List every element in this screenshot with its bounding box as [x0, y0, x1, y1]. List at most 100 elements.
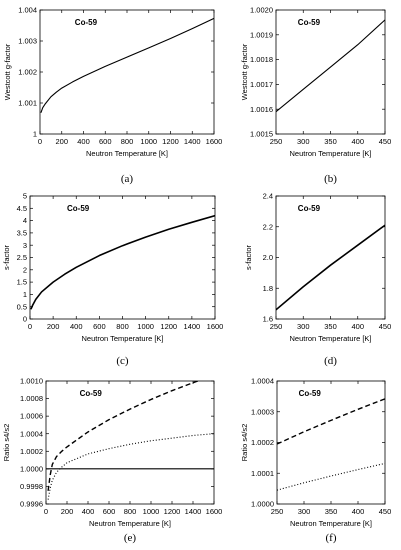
y-tick-label: 0.9998	[20, 482, 43, 491]
y-axis-label: Westcott g-factor	[240, 43, 249, 100]
y-tick-label: 1	[23, 290, 27, 299]
y-tick-label: 1.0004	[20, 429, 43, 438]
y-tick-label: 1.0020	[250, 6, 273, 15]
y-tick-label: 1.0004	[251, 377, 274, 386]
y-tick-label: 3.5	[17, 229, 27, 238]
isotope-annotation: Co-59	[299, 389, 322, 398]
panel-caption: (a)	[121, 173, 134, 185]
y-tick-label: 1.0010	[20, 377, 43, 386]
y-tick-label: 1.003	[18, 37, 37, 46]
plot-frame	[29, 195, 216, 320]
panel-caption: (e)	[124, 532, 137, 544]
plot-frame	[39, 9, 215, 135]
x-tick-label: 450	[379, 137, 392, 146]
x-axis-label: Neutron Temperature [K]	[290, 519, 372, 528]
x-tick-label: 400	[82, 507, 95, 516]
panel-caption: (b)	[324, 173, 337, 185]
series-line-solid	[276, 19, 385, 113]
x-tick-label: 200	[47, 322, 60, 331]
y-tick-label: 2.5	[17, 253, 27, 262]
y-tick-label: 1.0000	[20, 464, 43, 473]
y-tick-label: 2.0	[263, 253, 273, 262]
isotope-annotation: Co-59	[67, 204, 90, 213]
isotope-annotation: Co-59	[80, 389, 103, 398]
x-axis-label: Neutron Temperature [K]	[290, 334, 372, 343]
x-tick-label: 800	[124, 507, 137, 516]
x-tick-label: 1400	[185, 507, 202, 516]
x-tick-label: 250	[271, 507, 284, 516]
series-line-solid	[276, 224, 385, 311]
y-tick-label: 1.002	[18, 68, 37, 77]
x-tick-label: 200	[55, 137, 68, 146]
x-tick-label: 0	[44, 507, 48, 516]
panel-caption: (f)	[326, 532, 337, 544]
x-tick-label: 400	[352, 507, 365, 516]
series-line-dotted	[277, 462, 385, 491]
x-tick-label: 350	[324, 322, 337, 331]
x-tick-label: 1400	[184, 322, 201, 331]
y-tick-label: 1.0015	[250, 130, 273, 139]
y-tick-label: 1.0002	[20, 447, 43, 456]
isotope-annotation: Co-59	[298, 18, 321, 27]
plot-frame	[45, 380, 215, 505]
y-axis-label: s-factor	[2, 245, 11, 271]
x-tick-label: 300	[297, 137, 310, 146]
y-tick-label: 1.0018	[250, 55, 273, 64]
x-tick-label: 800	[121, 137, 134, 146]
y-tick-label: 0.9996	[20, 500, 43, 509]
panel-e: 0 200 400 600 800 1000 1200 1400 1600 0.9996 0.999…	[2, 377, 222, 544]
x-tick-label: 250	[270, 322, 283, 331]
panel-f: 250 300 350 400 450 1.0000 1.0001 1.0002 1.0003 1…	[240, 377, 391, 544]
x-tick-label: 600	[93, 322, 106, 331]
y-tick-label: 1.0017	[250, 80, 273, 89]
series-line-solid	[30, 214, 215, 310]
series-line-dashed	[277, 398, 385, 445]
y-tick-label: 1.0003	[251, 407, 274, 416]
x-tick-label: 0	[38, 137, 42, 146]
panel-d: 250 300 350 400 450 1.6 1.8 2.0 2.2 2.4 Neutron Te…	[244, 192, 391, 367]
x-tick-label: 450	[379, 322, 392, 331]
y-tick-label: 3	[23, 241, 27, 250]
series-line-solid	[40, 17, 214, 113]
y-tick-label: 0	[23, 315, 27, 324]
panel-b: 250 300 350 400 450 1.0015 1.0016 1.0017 1.0018 1…	[240, 6, 391, 185]
x-tick-label: 1200	[160, 322, 177, 331]
x-tick-label: 350	[325, 507, 338, 516]
y-axis-label: s-factor	[244, 245, 253, 271]
x-tick-label: 1600	[206, 137, 223, 146]
x-tick-label: 400	[351, 322, 364, 331]
x-tick-label: 400	[70, 322, 83, 331]
y-tick-label: 1.6	[263, 315, 273, 324]
x-tick-label: 400	[77, 137, 90, 146]
y-tick-label: 1.0006	[20, 412, 43, 421]
x-tick-label: 400	[351, 137, 364, 146]
y-tick-label: 1	[33, 130, 37, 139]
y-tick-label: 5	[23, 192, 27, 201]
x-tick-label: 1000	[140, 137, 157, 146]
y-axis-label: Ratio s4/s2	[240, 424, 249, 462]
x-tick-label: 1000	[143, 507, 160, 516]
plot-frame	[275, 195, 386, 320]
series-line-dotted	[47, 433, 214, 500]
panel-c: 0 200 400 600 800 1000 1200 1400 1600 0 0.5 1 1.5 2 2.…	[2, 192, 223, 367]
x-tick-label: 600	[99, 137, 112, 146]
plot-frame	[275, 9, 386, 135]
y-tick-label: 1.5	[17, 278, 27, 287]
y-axis-label: Westcott g-factor	[3, 43, 12, 100]
x-tick-label: 1200	[164, 507, 181, 516]
x-axis-label: Neutron Temperature [K]	[86, 149, 168, 158]
y-axis-label: Ratio s4/s2	[2, 424, 11, 462]
y-tick-label: 1.004	[18, 6, 37, 15]
x-tick-label: 800	[116, 322, 129, 331]
x-axis-label: Neutron Temperature [K]	[82, 334, 164, 343]
x-tick-label: 0	[28, 322, 32, 331]
x-tick-label: 350	[324, 137, 337, 146]
y-tick-label: 1.8	[263, 284, 273, 293]
x-tick-label: 300	[298, 507, 311, 516]
x-tick-label: 1600	[207, 322, 224, 331]
series-line-dashed	[47, 381, 200, 491]
y-tick-label: 1.0008	[20, 394, 43, 403]
y-tick-label: 1.0000	[251, 500, 274, 509]
y-tick-label: 1.001	[18, 99, 37, 108]
